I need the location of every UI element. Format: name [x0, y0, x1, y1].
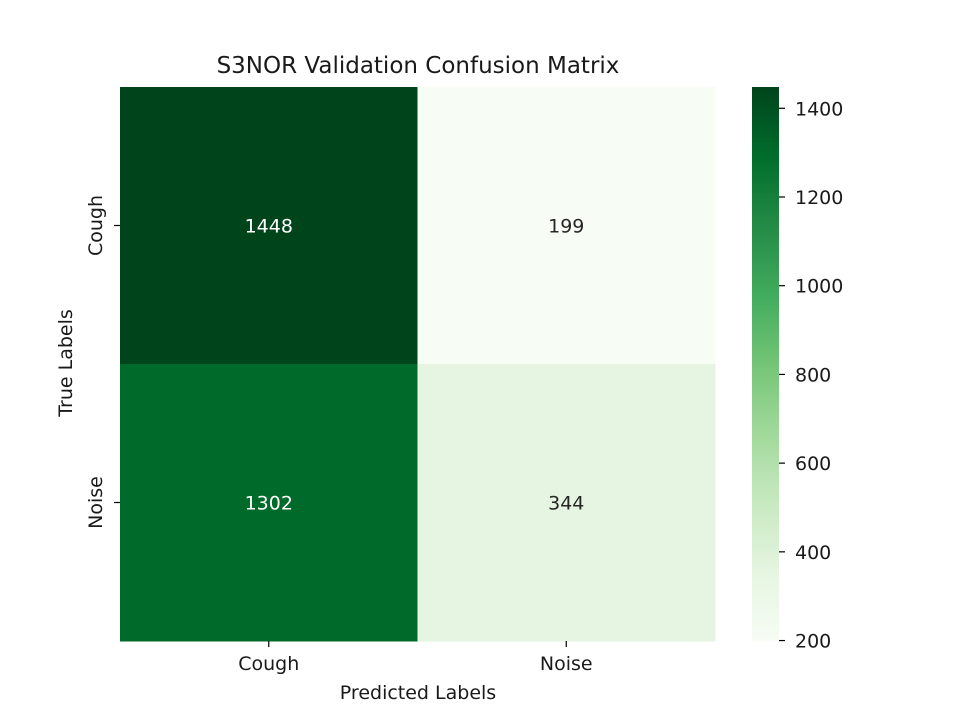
heatmap-cell	[120, 364, 418, 642]
heatmap-cell	[417, 364, 716, 642]
cell-value-label: 1302	[245, 493, 293, 515]
heatmap-cell	[417, 87, 716, 365]
chart-title: S3NOR Validation Confusion Matrix	[217, 53, 620, 79]
heatmap-cell	[120, 87, 418, 365]
colorbar-tick-label: 1000	[795, 276, 843, 298]
cell-value-label: 199	[548, 216, 584, 238]
colorbar-tick-label: 1200	[795, 187, 843, 209]
x-axis-ticks: Cough Noise	[238, 641, 593, 675]
y-axis-ticks: Cough Noise	[85, 195, 120, 529]
cell-value-label: 344	[548, 493, 584, 515]
y-tick-label: Cough	[85, 195, 107, 256]
colorbar-tick-label: 600	[795, 453, 831, 475]
x-tick-label: Cough	[238, 653, 299, 675]
cell-value-label: 1448	[245, 216, 293, 238]
x-axis-label: Predicted Labels	[340, 682, 496, 704]
colorbar-tick-label: 200	[795, 631, 831, 653]
colorbar-tick-label: 400	[795, 542, 831, 564]
colorbar-ticks: 200 400 600 800 1000 1200 1400	[779, 98, 843, 653]
heatmap-cells: 1448 199 1302 344	[120, 87, 716, 642]
colorbar-tick-label: 800	[795, 364, 831, 386]
colorbar-tick-label: 1400	[795, 98, 843, 120]
x-tick-label: Noise	[540, 653, 593, 675]
colorbar	[752, 87, 779, 641]
y-tick-label: Noise	[85, 476, 107, 529]
y-axis-label: True Labels	[55, 309, 77, 418]
